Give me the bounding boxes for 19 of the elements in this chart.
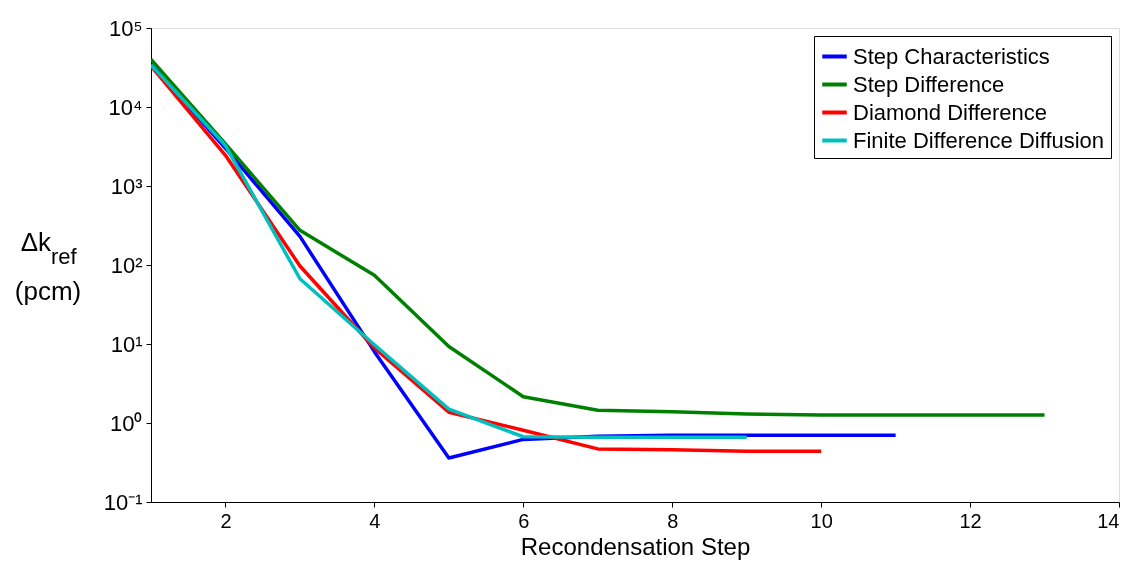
x-tick-label: 2 <box>220 509 232 532</box>
x-tick-label: 8 <box>667 509 679 532</box>
y-tick-label: 10³ <box>110 173 143 199</box>
y-tick-label: 10⁻¹ <box>103 489 143 515</box>
legend-label: Step Difference <box>853 71 1005 97</box>
x-tick-label: 10 <box>810 509 833 532</box>
x-tick-label: 6 <box>518 509 530 532</box>
x-tick-label: 14 <box>1097 509 1120 532</box>
x-axis-title: Recondensation Step <box>520 532 751 560</box>
y-tick-label: 10⁵ <box>108 15 143 41</box>
y-tick-label: 10¹ <box>110 331 143 357</box>
legend-label: Step Characteristics <box>853 43 1050 69</box>
x-tick-label: 12 <box>959 509 982 532</box>
y-tick-label: 10⁰ <box>110 410 143 436</box>
y-tick-label: 10² <box>110 252 143 278</box>
x-tick-label: 4 <box>369 509 381 532</box>
legend-label: Diamond Difference <box>853 99 1048 125</box>
legend-label: Finite Difference Diffusion <box>853 127 1105 153</box>
y-tick-label: 10⁴ <box>108 94 143 120</box>
